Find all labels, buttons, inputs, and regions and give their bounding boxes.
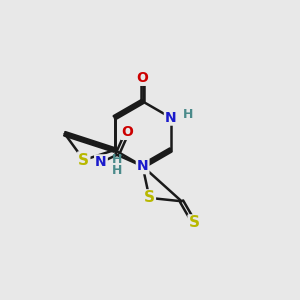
Text: S: S [144, 190, 155, 206]
Text: S: S [189, 215, 200, 230]
Text: H: H [183, 108, 194, 121]
Text: O: O [121, 125, 133, 139]
Text: N: N [137, 159, 148, 173]
Text: O: O [137, 71, 148, 85]
Text: S: S [78, 152, 89, 167]
Text: N: N [165, 111, 176, 124]
Text: H: H [112, 154, 122, 166]
Text: H: H [112, 164, 122, 177]
Text: N: N [95, 155, 107, 170]
